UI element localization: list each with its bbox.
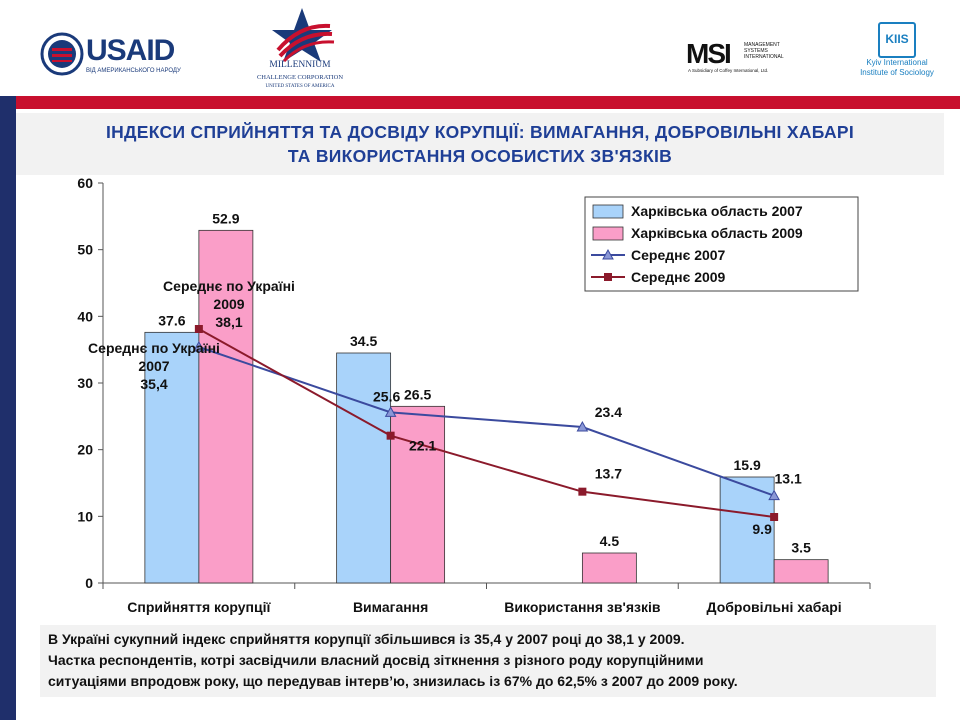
msi-mark: MSI — [686, 38, 732, 69]
summary-note: В Україні сукупний індекс сприйняття кор… — [48, 629, 934, 692]
kiis-mark: KIIS — [878, 22, 916, 58]
y-tick-label: 50 — [77, 242, 93, 258]
slide-title: ІНДЕКСИ СПРИЙНЯТТЯ ТА ДОСВІДУ КОРУПЦІЇ: … — [16, 120, 944, 168]
kiis-name: Kyiv International Institute of Sociolog… — [852, 58, 942, 78]
legend-swatch — [592, 226, 624, 241]
note-panel — [40, 625, 936, 697]
mcc-name: MILLENNIUM — [269, 60, 331, 70]
legend-swatch — [592, 204, 624, 219]
bar-data-label: 52.9 — [212, 210, 239, 226]
x-tick-label: Сприйняття корупції — [127, 599, 271, 615]
mcc-country: UNITED STATES OF AMERICA — [265, 84, 335, 89]
line-point-triangle — [384, 406, 397, 417]
bar-data-label: 37.6 — [158, 312, 185, 328]
bar — [390, 405, 446, 584]
note-line-2: Частка респондентів, котрі засвідчили вл… — [48, 652, 704, 668]
left-accent-bar — [0, 96, 16, 720]
msi-tagline: A Subsidiary of Coffey International, Lt… — [688, 68, 769, 73]
line-data-label: 13.7 — [595, 466, 622, 482]
line-point-square — [770, 513, 779, 521]
annotation-text: Середнє по Україні — [163, 278, 295, 294]
note-line-3: ситуаціями впродовж року, що передував і… — [48, 673, 738, 689]
line-point-triangle — [193, 340, 205, 352]
bar — [581, 552, 637, 584]
annotation-text: Середнє по Україні — [88, 340, 220, 356]
series-line — [198, 346, 775, 497]
line-data-label: 13.1 — [775, 471, 802, 487]
bar — [719, 476, 775, 584]
bar-data-label: 4.5 — [600, 533, 620, 549]
line-data-label: 22.1 — [409, 438, 436, 454]
y-tick-label: 30 — [77, 375, 93, 391]
kiis-logo: KIIS Kyiv International Institute of Soc… — [852, 22, 942, 82]
x-tick-label: Використання зв'язків — [504, 599, 661, 615]
x-tick-label: Добровільні хабарі — [707, 599, 842, 615]
y-tick-label: 40 — [77, 308, 93, 324]
line-point-triangle — [768, 489, 780, 501]
kiis-line2: Institute of Sociology — [860, 68, 934, 77]
y-tick-label: 0 — [85, 575, 93, 591]
legend-box — [584, 196, 859, 292]
bar-line-chart: 0 10 20 30 40 50 60 Сприйняття корупції Вимаганн… — [77, 175, 871, 615]
bar — [773, 559, 829, 584]
header-divider — [0, 96, 960, 109]
annotation-text: 2009 — [213, 296, 244, 312]
legend-label: Середнє 2009 — [631, 269, 726, 285]
title-line-1: ІНДЕКСИ СПРИЙНЯТТЯ ТА ДОСВІДУ КОРУПЦІЇ: … — [105, 122, 855, 142]
line-data-label: 23.4 — [595, 404, 622, 420]
usaid-seal-icon — [40, 32, 84, 76]
y-tick-label: 10 — [77, 508, 93, 524]
legend-marker-square — [604, 273, 612, 281]
line-point-triangle — [576, 420, 589, 432]
legend-label: Харківська область 2009 — [631, 225, 803, 241]
bar-data-label: 15.9 — [734, 457, 761, 473]
line-data-label: 9.9 — [752, 521, 772, 537]
bar — [144, 331, 200, 584]
bar-data-label: 26.5 — [404, 386, 431, 402]
bar-data-label: 34.5 — [350, 333, 377, 349]
line-data-label: 25.6 — [373, 388, 400, 404]
mcc-star-icon — [272, 8, 335, 62]
usaid-logo: USAID ВІД АМЕРИКАНСЬКОГО НАРОДУ — [40, 30, 190, 80]
bar — [336, 352, 392, 584]
legend-marker-triangle — [602, 248, 614, 260]
annotation-text: 35,4 — [140, 376, 167, 392]
annotation-text: 2007 — [138, 358, 169, 374]
x-tick-label: Вимагання — [353, 599, 428, 615]
mcc-logo: MILLENNIUM CHALLENGE CORPORATION UNITED … — [250, 6, 350, 94]
usaid-tagline: ВІД АМЕРИКАНСЬКОГО НАРОДУ — [86, 68, 181, 74]
annotation-text: 38,1 — [215, 314, 242, 330]
line-point-square — [194, 325, 203, 333]
title-line-2: ТА ВИКОРИСТАННЯ ОСОБИСТИХ ЗВ'ЯЗКІВ — [287, 146, 673, 166]
msi-logo: MSI MANAGEMENT SYSTEMS INTERNATIONAL A S… — [686, 38, 796, 78]
legend-label: Середнє 2007 — [631, 247, 726, 263]
mcc-subtitle: CHALLENGE CORPORATION — [256, 74, 344, 81]
note-line-1: В Україні сукупний індекс сприйняття кор… — [48, 631, 685, 647]
series-line — [198, 328, 775, 518]
title-panel — [16, 113, 944, 175]
kiis-line1: Kyiv International — [866, 58, 928, 67]
line-point-square — [578, 487, 587, 496]
y-tick-label: 60 — [77, 175, 93, 191]
usaid-wordmark: USAID — [86, 34, 175, 67]
msi-name: MANAGEMENT SYSTEMS INTERNATIONAL — [744, 42, 784, 60]
bar — [198, 229, 254, 584]
legend-label: Харківська область 2007 — [631, 203, 803, 219]
bar-data-label: 3.5 — [791, 540, 811, 556]
line-point-square — [386, 431, 395, 440]
y-tick-label: 20 — [77, 442, 93, 458]
header: USAID ВІД АМЕРИКАНСЬКОГО НАРОДУ MILLENNI… — [0, 0, 960, 96]
